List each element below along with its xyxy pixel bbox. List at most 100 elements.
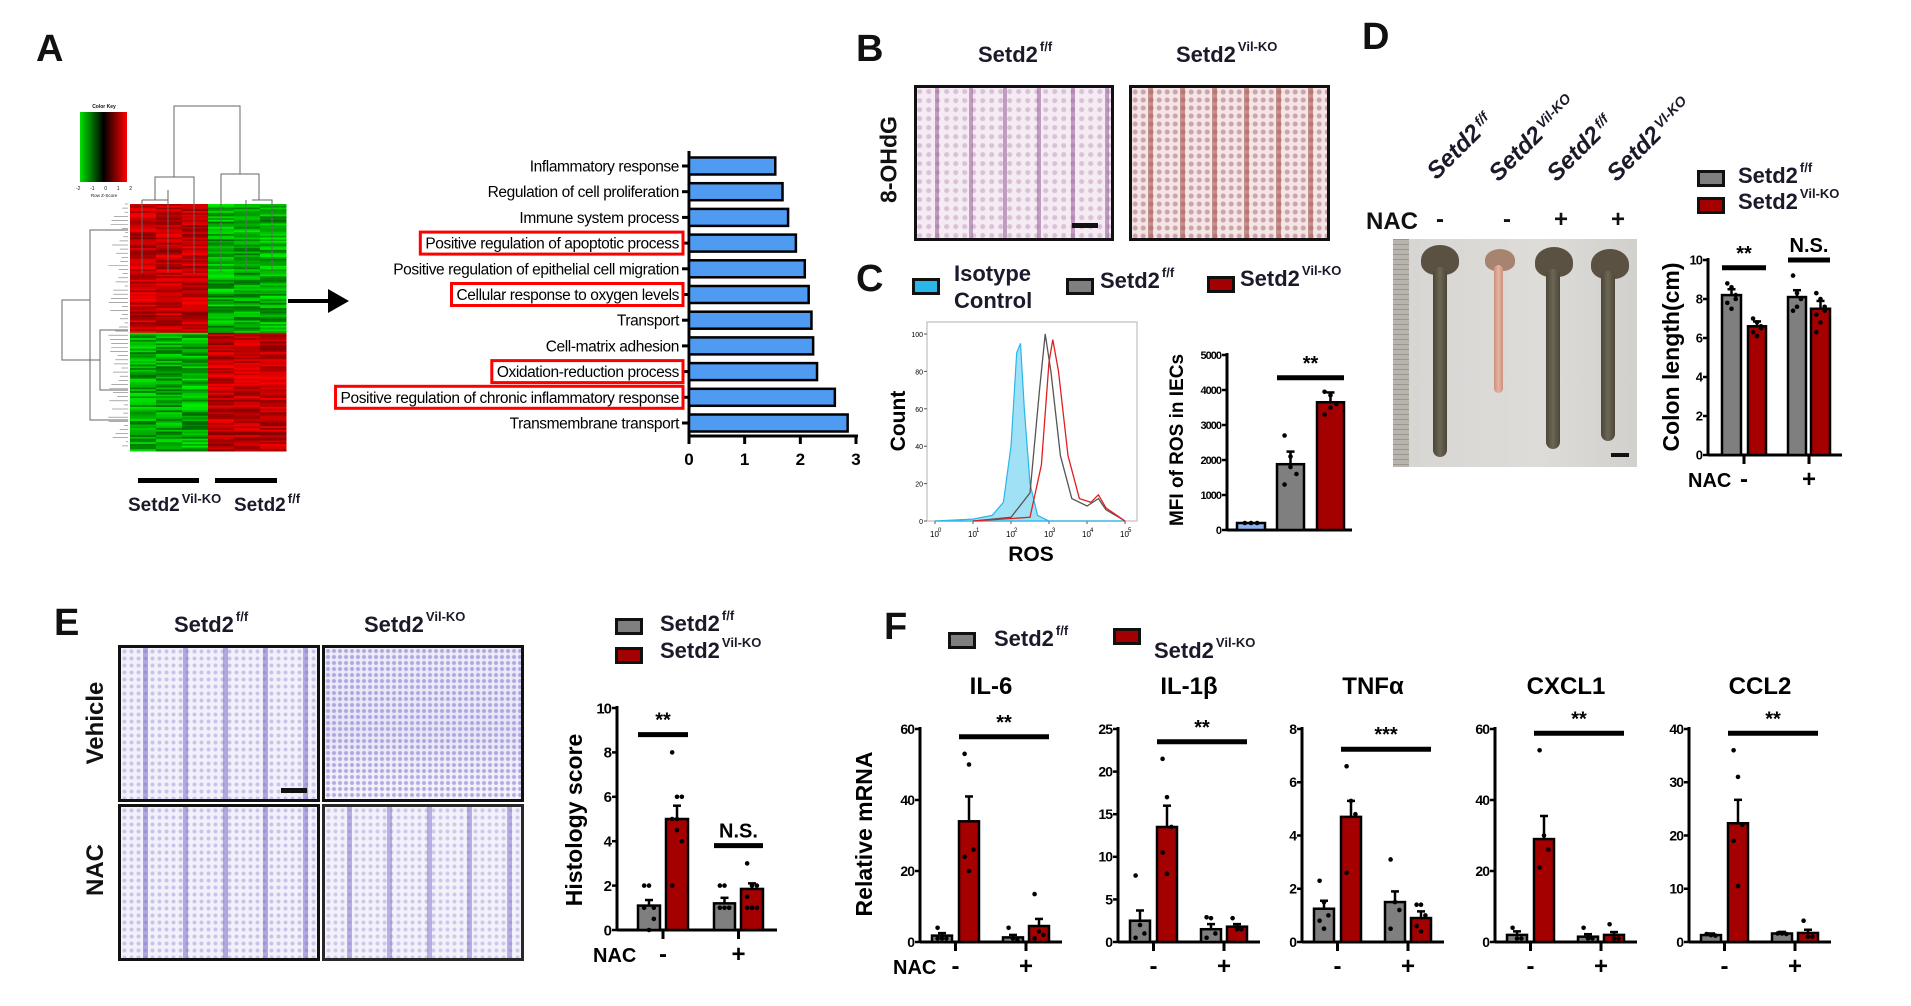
- heatmap-cell: [130, 355, 157, 358]
- heatmap-cell: [234, 301, 261, 304]
- heatmap-cell: [182, 288, 209, 291]
- heatmap-cell: [130, 371, 157, 374]
- nac-sign: -: [1721, 953, 1729, 980]
- heatmap-cell: [182, 341, 209, 344]
- heatmap-cell: [234, 383, 261, 387]
- heatmap-cell: [182, 375, 209, 378]
- legend-label-ko: Setd2 Vil-KO: [1738, 187, 1839, 213]
- y-tick-label: 30: [1669, 774, 1684, 790]
- heatmap-cell: [182, 269, 209, 272]
- group-bar-ko: [138, 478, 199, 483]
- legend-text: Isotype: [954, 261, 1032, 286]
- legend-label-ko: Setd2 Vil-KO: [1240, 264, 1341, 291]
- heatmap-cell: [156, 313, 183, 316]
- data-point: [1344, 763, 1349, 769]
- heatmap-cell: [130, 399, 157, 403]
- x-tick-label: 10: [930, 530, 939, 539]
- heatmap-cell: [208, 405, 235, 408]
- heatmap-cell: [156, 431, 183, 434]
- heatmap-cell: [156, 251, 183, 254]
- heatmap-cell: [234, 253, 261, 256]
- genotype-sup: f/f: [1799, 160, 1813, 175]
- legend-swatch-ff: [948, 632, 976, 649]
- heatmap-cell: [234, 357, 261, 360]
- data-point: [1784, 931, 1789, 937]
- colon-ff-nac: [1546, 269, 1560, 449]
- heatmap-cell: [234, 255, 261, 258]
- heatmap-cell: [182, 428, 209, 431]
- x-tick-exponent: 2: [1014, 528, 1018, 534]
- data-point: [1133, 935, 1138, 941]
- color-key-tick: 0: [104, 186, 108, 192]
- panel-label-e: E: [54, 602, 80, 644]
- heatmap-cell: [208, 350, 235, 353]
- data-point: [1164, 871, 1170, 877]
- heatmap-cell: [156, 242, 183, 246]
- data-point: [1814, 329, 1819, 335]
- y-axis-label: Relative mRNA: [851, 752, 877, 917]
- heatmap-cell: [182, 248, 209, 251]
- heatmap-cell: [234, 366, 261, 369]
- genotype-base: Setd2: [1240, 266, 1300, 291]
- heatmap-cell: [156, 283, 183, 286]
- nac-label: NAC: [593, 945, 636, 967]
- bar-ko: [1155, 825, 1179, 944]
- y-tick-label: 10: [1669, 881, 1684, 897]
- genotype-sup: f/f: [721, 608, 735, 623]
- heatmap-cell: [260, 267, 287, 270]
- heatmap-cell: [182, 221, 209, 224]
- heatmap-cell: [130, 431, 157, 434]
- heatmap-cell: [208, 424, 235, 427]
- heatmap-cell: [182, 329, 209, 332]
- heatmap-cell: [208, 323, 235, 327]
- heatmap-cell: [234, 286, 261, 290]
- heatmap-cell: [234, 265, 261, 269]
- data-point: [1317, 918, 1322, 923]
- heatmap-cell: [130, 219, 157, 223]
- column-header-ko: Setd2 Vil-KO: [1176, 40, 1277, 66]
- heatmap-cell: [234, 281, 261, 284]
- color-key-ticks: -2 -1 0 1 2: [76, 186, 132, 192]
- heatmap-cell: [156, 325, 183, 328]
- heatmap-cell: [130, 387, 157, 390]
- heatmap-cell: [182, 436, 209, 440]
- heatmap-cell: [234, 258, 261, 261]
- heatmap-cell: [130, 332, 157, 336]
- heatmap-cell: [208, 352, 235, 355]
- heatmap-cell: [130, 281, 157, 284]
- y-tick-label: 2: [604, 878, 612, 895]
- heatmap-cell: [182, 205, 209, 209]
- heatmap-cell: [182, 391, 209, 394]
- bar-ff: [1275, 462, 1306, 532]
- heatmap-cell: [130, 394, 157, 397]
- heatmap-cell: [182, 346, 209, 350]
- go-bar: [687, 336, 815, 356]
- data-point: [1775, 931, 1780, 936]
- y-tick-label: 0: [907, 934, 915, 950]
- bar-ko: [1339, 815, 1363, 944]
- heatmap-cell: [182, 383, 209, 387]
- heatmap-cell: [260, 283, 287, 286]
- heatmap-cell: [208, 301, 235, 304]
- heatmap-cell: [260, 429, 287, 433]
- ruler: [1393, 239, 1409, 467]
- heatmap-cell: [234, 211, 261, 214]
- heatmap-cell: [208, 399, 235, 403]
- heatmap-cell: [234, 225, 261, 228]
- heatmap-cell: [130, 278, 157, 281]
- heatmap-cell: [130, 315, 157, 318]
- heatmap-cell: [260, 378, 287, 381]
- heatmap-cell: [182, 438, 209, 441]
- heatmap-cell: [182, 308, 209, 311]
- genotype-base: Setd2: [660, 638, 720, 663]
- heatmap-cell: [156, 332, 183, 336]
- heatmap-cell: [234, 375, 261, 378]
- heatmap-cell: [208, 435, 235, 438]
- y-tick-label: 3000: [1201, 420, 1222, 432]
- heatmap-cell: [156, 221, 183, 224]
- heatmap-cell: [260, 320, 287, 323]
- heatmap-cell: [208, 309, 235, 313]
- heatmap-cell: [234, 382, 261, 385]
- heatmap-cell: [130, 318, 157, 321]
- heatmap-cell: [208, 383, 235, 387]
